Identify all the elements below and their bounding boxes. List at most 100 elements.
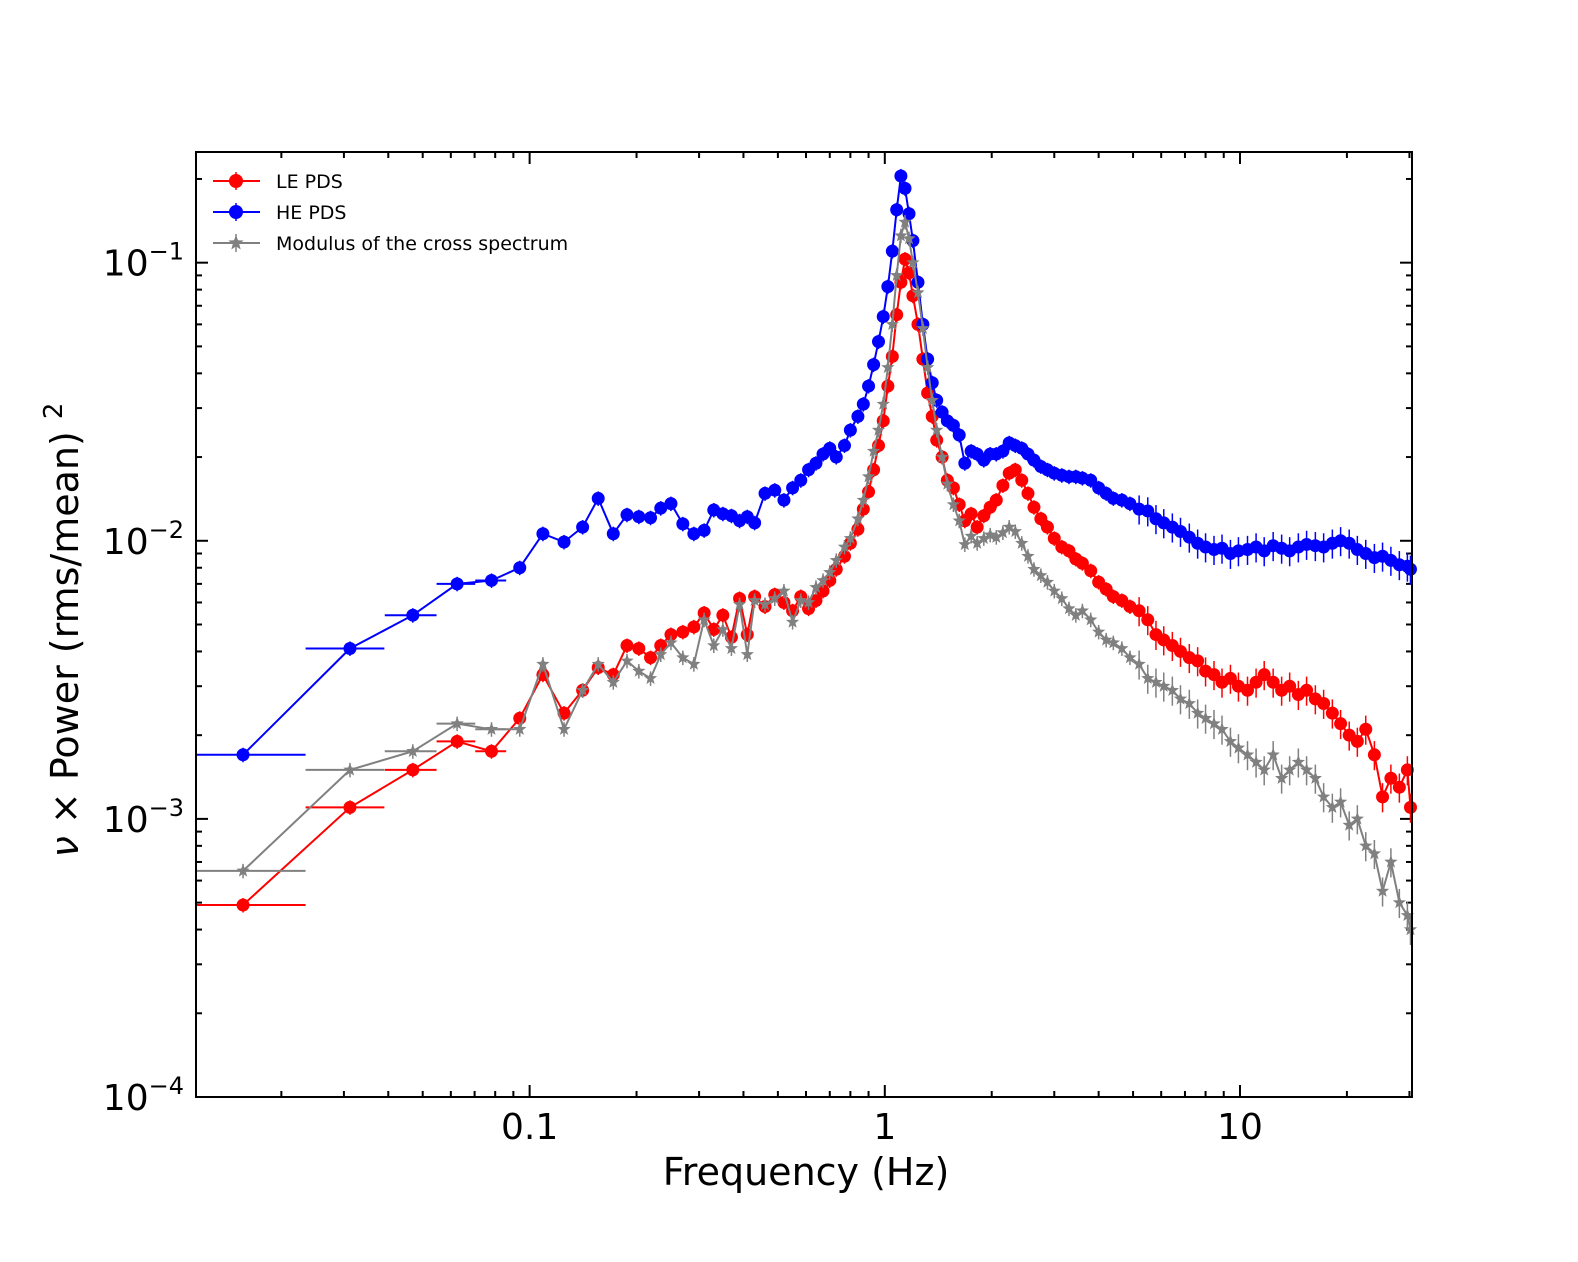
data-point <box>816 573 830 587</box>
data-point <box>977 531 991 545</box>
y-tick-label-base: 10 <box>103 800 149 841</box>
data-point <box>958 537 972 551</box>
data-point <box>484 722 499 735</box>
data-point <box>829 553 843 567</box>
data-point <box>1092 625 1106 638</box>
y-axis-label-text: × Power (rms/mean) <box>43 431 87 824</box>
axis-ticks <box>196 152 1412 1098</box>
data-point <box>1084 612 1098 626</box>
data-point <box>1215 722 1229 735</box>
data-point <box>1047 531 1061 545</box>
data-point <box>1325 706 1339 720</box>
data-point <box>1165 683 1179 696</box>
data-point <box>343 800 357 814</box>
data-point <box>885 317 899 330</box>
data-point <box>1047 584 1061 597</box>
data-point <box>697 523 711 537</box>
data-point <box>1149 675 1163 688</box>
data-point <box>906 255 920 269</box>
data-point <box>1084 564 1098 578</box>
data-point <box>996 525 1010 539</box>
data-point <box>1207 716 1221 730</box>
data-point <box>952 513 966 527</box>
x-tick-label: 1 <box>873 1107 896 1148</box>
series-line <box>242 175 1412 756</box>
data-point <box>1132 604 1146 618</box>
data-point <box>1075 556 1089 570</box>
data-point <box>406 763 420 777</box>
data-point <box>785 615 800 628</box>
data-point <box>748 593 762 607</box>
data-point <box>643 671 658 685</box>
data-point <box>1317 789 1331 803</box>
data-point <box>1223 734 1238 747</box>
data-point <box>1249 755 1263 768</box>
data-point <box>676 650 690 664</box>
data-point <box>856 493 870 506</box>
data-point <box>921 352 935 366</box>
data-point <box>1376 790 1390 804</box>
data-point <box>1308 771 1322 784</box>
data-point <box>970 536 984 549</box>
data-point <box>1257 762 1271 776</box>
data-point <box>1132 657 1146 670</box>
data-point <box>1015 536 1029 549</box>
data-point <box>935 450 949 463</box>
legend-item-2: HE PDS <box>213 202 346 224</box>
data-point <box>867 358 881 372</box>
data-point <box>881 280 895 294</box>
y-tick-label-base: 10 <box>103 1078 149 1119</box>
data-point <box>1342 818 1356 831</box>
data-point <box>843 423 857 437</box>
data-point <box>1403 922 1418 936</box>
data-point <box>894 275 908 289</box>
data-point <box>1141 504 1155 518</box>
y-tick-label: 10−2 <box>103 516 184 563</box>
data-point <box>1040 520 1054 534</box>
data-point <box>777 493 791 507</box>
data-point <box>952 428 966 442</box>
data-point <box>1141 671 1155 685</box>
legend-label: HE PDS <box>276 202 346 224</box>
data-point <box>716 622 730 636</box>
data-point <box>664 497 678 511</box>
data-point <box>872 335 886 349</box>
data-point <box>1317 696 1331 710</box>
y-axis-label: ν × Power (rms/mean) 2 <box>39 403 87 858</box>
data-point <box>1002 520 1016 533</box>
data-point <box>898 181 912 195</box>
data-point <box>768 483 782 497</box>
data-point <box>406 608 420 622</box>
data-point <box>484 744 498 758</box>
data-point <box>902 207 916 221</box>
data-point <box>1123 650 1137 664</box>
x-tick-label: 0.1 <box>501 1107 558 1148</box>
data-point <box>1384 855 1398 868</box>
data-point <box>861 469 876 483</box>
data-point <box>1055 591 1069 605</box>
data-point <box>1400 763 1414 777</box>
data-point <box>676 625 690 639</box>
data-point <box>921 360 935 374</box>
data-point <box>697 612 711 626</box>
data-point <box>620 508 634 522</box>
legend-marker <box>229 205 243 219</box>
data-point <box>1241 683 1255 697</box>
data-point <box>867 444 881 457</box>
data-point <box>707 638 721 652</box>
data-point <box>1266 675 1280 689</box>
data-point <box>1257 668 1271 682</box>
data-point <box>724 641 739 655</box>
data-point <box>748 516 762 530</box>
data-point <box>1375 884 1390 897</box>
series-line <box>242 218 1412 930</box>
data-point <box>902 231 916 245</box>
y-axis-label-exponent: 2 <box>39 403 69 420</box>
data-point <box>687 527 701 541</box>
data-point <box>851 511 865 525</box>
series-layer <box>196 168 1418 946</box>
data-point <box>768 591 782 605</box>
data-point <box>1384 771 1398 785</box>
data-point <box>236 863 250 877</box>
